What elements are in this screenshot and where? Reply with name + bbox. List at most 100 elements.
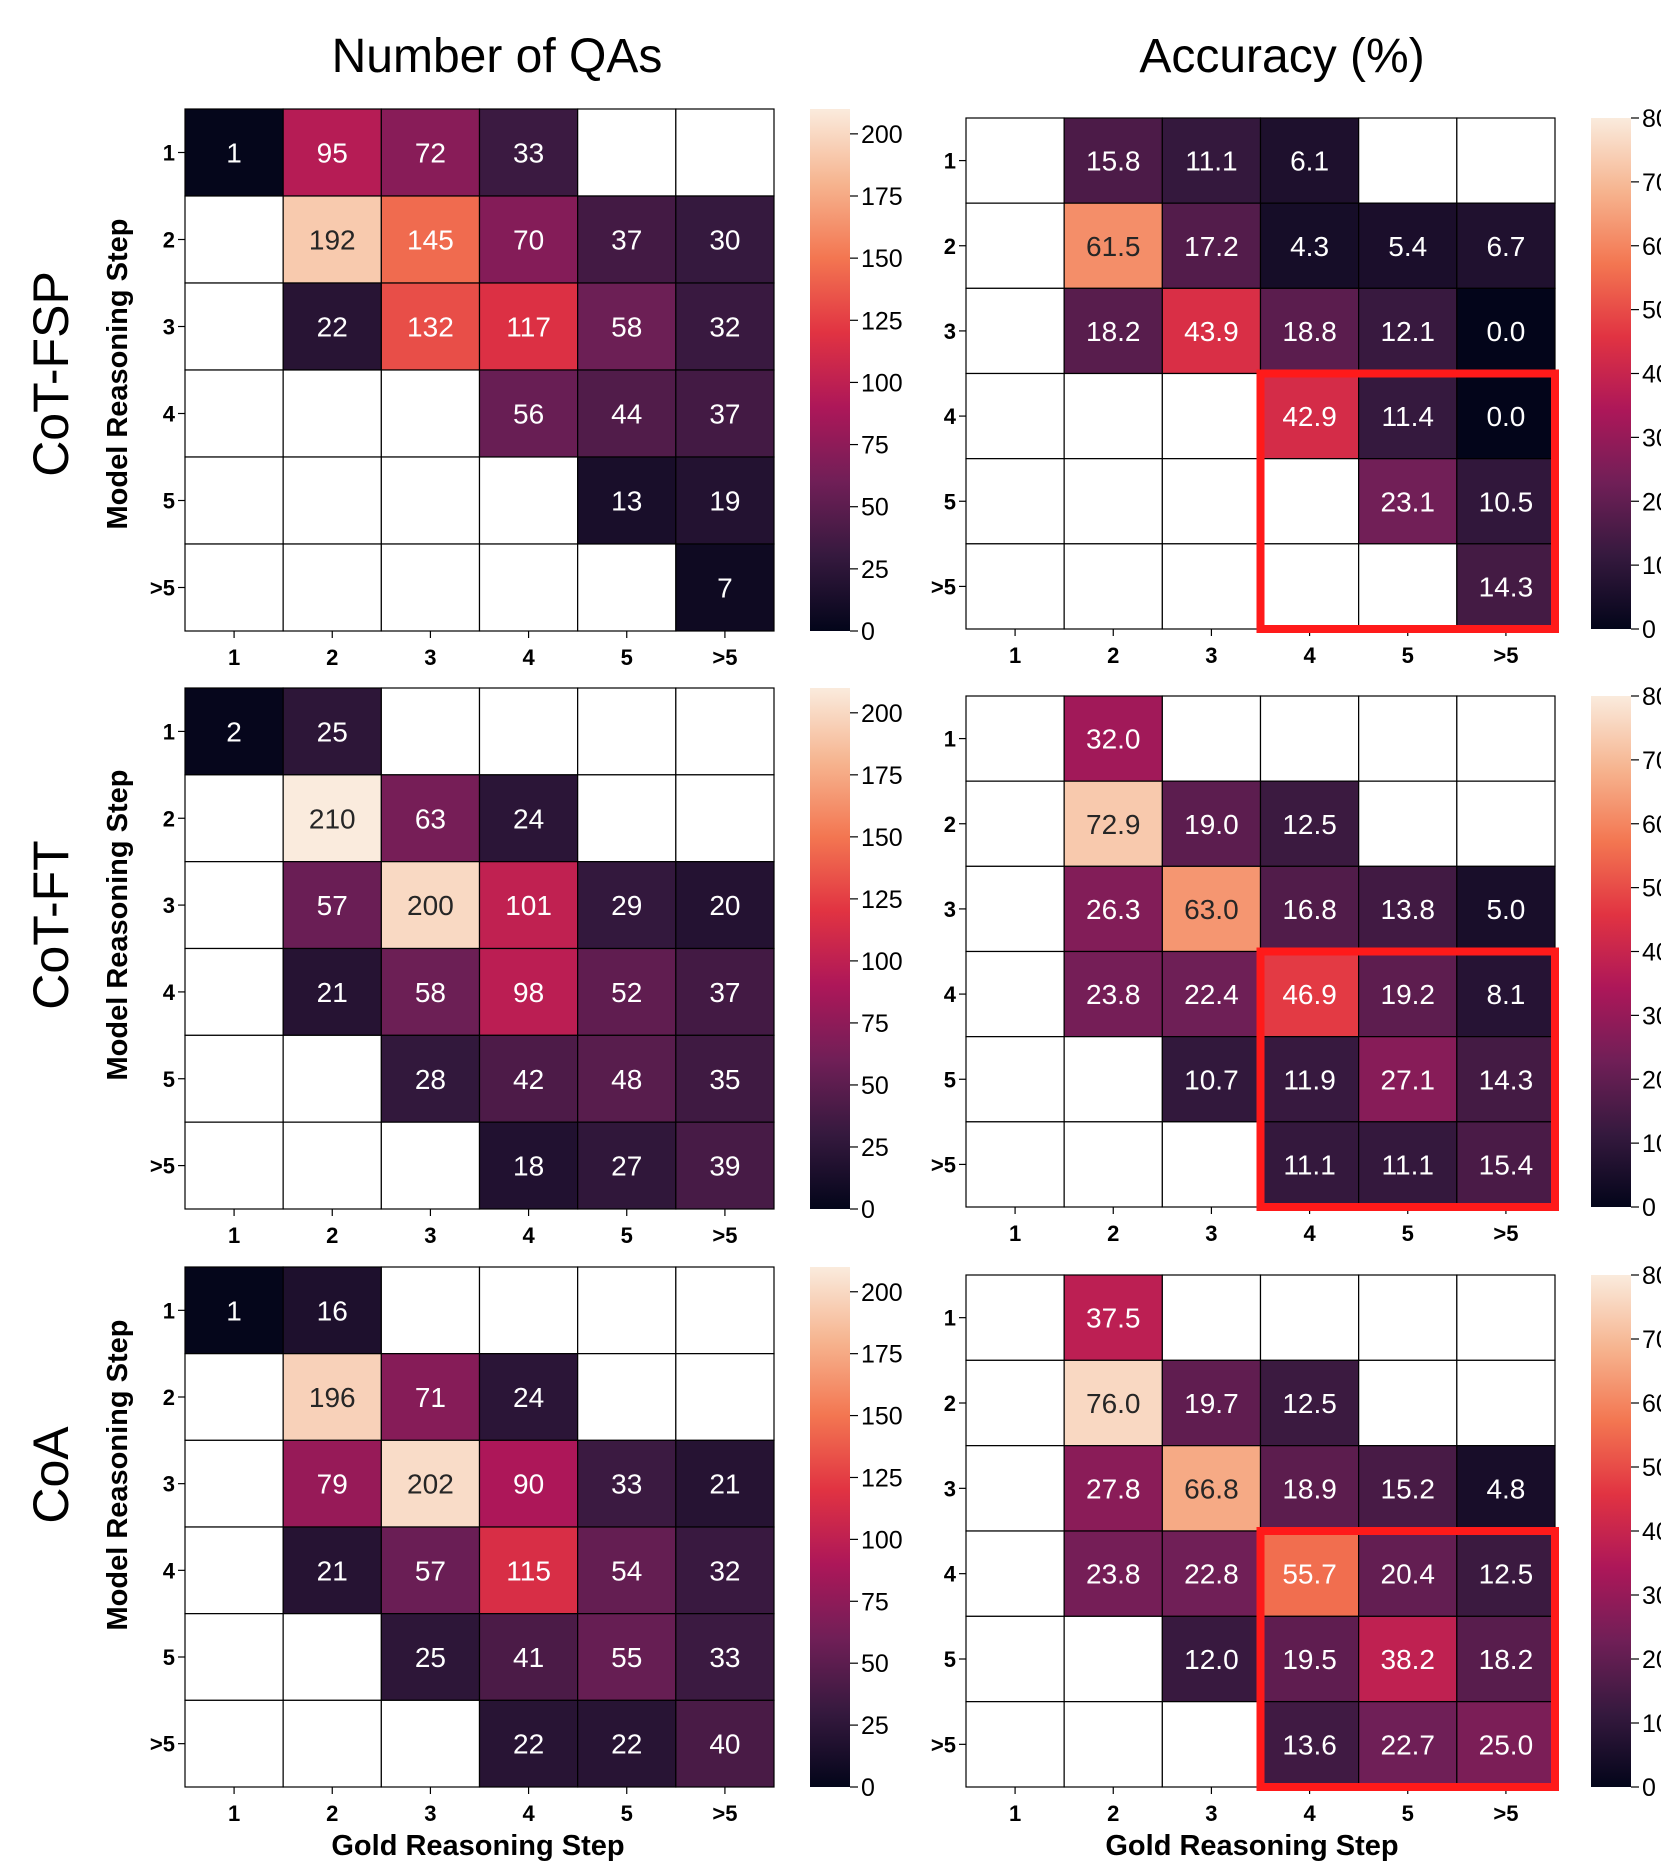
colorbar-tick-label: 25 [861, 1712, 889, 1740]
x-tick-label: 1 [1009, 1221, 1021, 1246]
cell-value-label: 37.5 [1086, 1303, 1141, 1334]
heatmap-cell [184, 1439, 284, 1528]
heatmap-cell [380, 1613, 481, 1701]
cell-value-label: 115 [506, 1555, 551, 1586]
colorbar-tick-label: 75 [861, 1010, 889, 1038]
heatmap-cell [675, 1613, 775, 1701]
heatmap-cell [184, 1266, 284, 1355]
heatmap-cell [1456, 780, 1556, 867]
heatmap-cell [478, 1121, 579, 1210]
cell-value-label: 13.6 [1282, 1729, 1337, 1760]
cell-value-label: 27.8 [1086, 1473, 1141, 1504]
cell-value-label: 37 [709, 977, 740, 1008]
cell-value-label: 19 [709, 486, 740, 517]
cell-value-label: 117 [506, 312, 551, 343]
heatmap-cell [380, 1699, 481, 1788]
cell-value-label: 145 [407, 225, 454, 256]
cell-value-label: 98 [513, 977, 544, 1008]
heatmap-cell [1063, 202, 1163, 289]
heatmap-cell [577, 282, 677, 371]
heatmap-cell [380, 1121, 481, 1210]
colorbar-tick-label: 30 [1642, 424, 1661, 452]
heatmap-cell [1161, 1121, 1262, 1208]
colorbar-tick-label: 50 [861, 1072, 889, 1100]
cell-value-label: 11.9 [1283, 1064, 1335, 1095]
heatmap-cell [184, 1121, 284, 1210]
heatmap-cell [965, 1274, 1065, 1361]
heatmap-cell [1063, 1036, 1163, 1123]
heatmap-cell [965, 1359, 1065, 1447]
colorbar-tick-label: 60 [1642, 1390, 1661, 1418]
colorbar-tick-label: 10 [1642, 1130, 1661, 1158]
heatmap-cell [282, 1034, 382, 1123]
heatmap-cell [1358, 950, 1458, 1038]
x-tick-label: 5 [621, 1801, 633, 1826]
cell-value-label: 0.0 [1486, 316, 1525, 347]
heatmap-cell [675, 1034, 775, 1123]
heatmap-cell [184, 195, 284, 284]
heatmap-cell [675, 456, 775, 545]
y-axis-label-cot-ft: Model Reasoning Step [102, 770, 134, 1081]
heatmap-cell [184, 456, 284, 545]
cell-value-label: 19.2 [1381, 979, 1436, 1010]
heatmap-cell [380, 947, 481, 1036]
heatmap-cell [184, 282, 284, 371]
cell-value-label: 18 [513, 1151, 544, 1182]
y-tick-label: >5 [150, 1154, 175, 1179]
heatmap-cell [1259, 458, 1360, 545]
y-tick-label: 2 [944, 1391, 956, 1416]
heatmap-cell [675, 687, 775, 776]
heatmap-cell [184, 369, 284, 458]
heatmap-cell [675, 774, 775, 863]
colorbar-tick-label: 20 [1642, 1646, 1661, 1674]
heatmap-cell [1161, 287, 1262, 375]
x-tick-label: 3 [424, 1801, 436, 1826]
cell-value-label: 15.8 [1086, 146, 1141, 177]
x-tick-label: 3 [1205, 643, 1217, 668]
x-tick-label: 4 [522, 645, 535, 670]
cell-value-label: 79 [317, 1469, 348, 1500]
colorbar-tick-label: 60 [1642, 233, 1661, 261]
heatmap-cell [675, 1266, 775, 1355]
cell-value-label: 7 [717, 573, 733, 604]
cell-value-label: 95 [317, 138, 348, 169]
heatmap-cell [577, 1613, 677, 1701]
cell-value-label: 27.1 [1381, 1064, 1436, 1095]
heatmap-cell [1456, 1274, 1556, 1361]
cell-value-label: 40 [709, 1729, 740, 1760]
colorbar-tick-label: 25 [861, 1134, 889, 1162]
heatmap-cell [1358, 1615, 1458, 1703]
heatmap-cell [965, 543, 1065, 630]
cell-value-label: 55.7 [1282, 1559, 1337, 1590]
colorbar-tick-label: 30 [1642, 1582, 1661, 1610]
cell-value-label: 33 [709, 1642, 740, 1673]
heatmap-cell [1259, 202, 1360, 289]
heatmap-panel: 15.8 11.1 6.1 61.5 17.2 4.3 5.4 6.7 18.2 43.9 18.8… [931, 105, 1661, 668]
colorbar-tick-label: 100 [861, 1526, 903, 1554]
cell-value-label: 32.0 [1086, 724, 1141, 755]
heatmap-cell [1063, 1701, 1163, 1788]
heatmap-cell [1456, 1615, 1556, 1703]
y-tick-label: 3 [163, 893, 175, 918]
x-tick-label: 2 [326, 1801, 338, 1826]
heatmap-cell [380, 456, 481, 545]
cell-value-label: 20.4 [1381, 1559, 1436, 1590]
cell-value-label: 25 [415, 1642, 446, 1673]
y-tick-label: >5 [931, 574, 956, 599]
heatmap-cell [1259, 1701, 1360, 1788]
cell-value-label: 23.8 [1086, 1559, 1141, 1590]
heatmap-cell [1161, 950, 1262, 1038]
heatmap-cell [1063, 458, 1163, 545]
cell-value-label: 90 [513, 1469, 544, 1500]
heatmap-cell [1259, 1121, 1360, 1208]
heatmap-cell [577, 195, 677, 284]
heatmap-cell [184, 108, 284, 197]
x-tick-label: >5 [1493, 1221, 1518, 1246]
colorbar-tick-label: 0 [1642, 1194, 1656, 1222]
heatmap-cell [1358, 372, 1458, 460]
cell-value-label: 11.1 [1185, 146, 1237, 177]
heatmap-cell [1161, 865, 1262, 953]
cell-value-label: 22 [513, 1729, 544, 1760]
cell-value-label: 16 [317, 1295, 348, 1326]
